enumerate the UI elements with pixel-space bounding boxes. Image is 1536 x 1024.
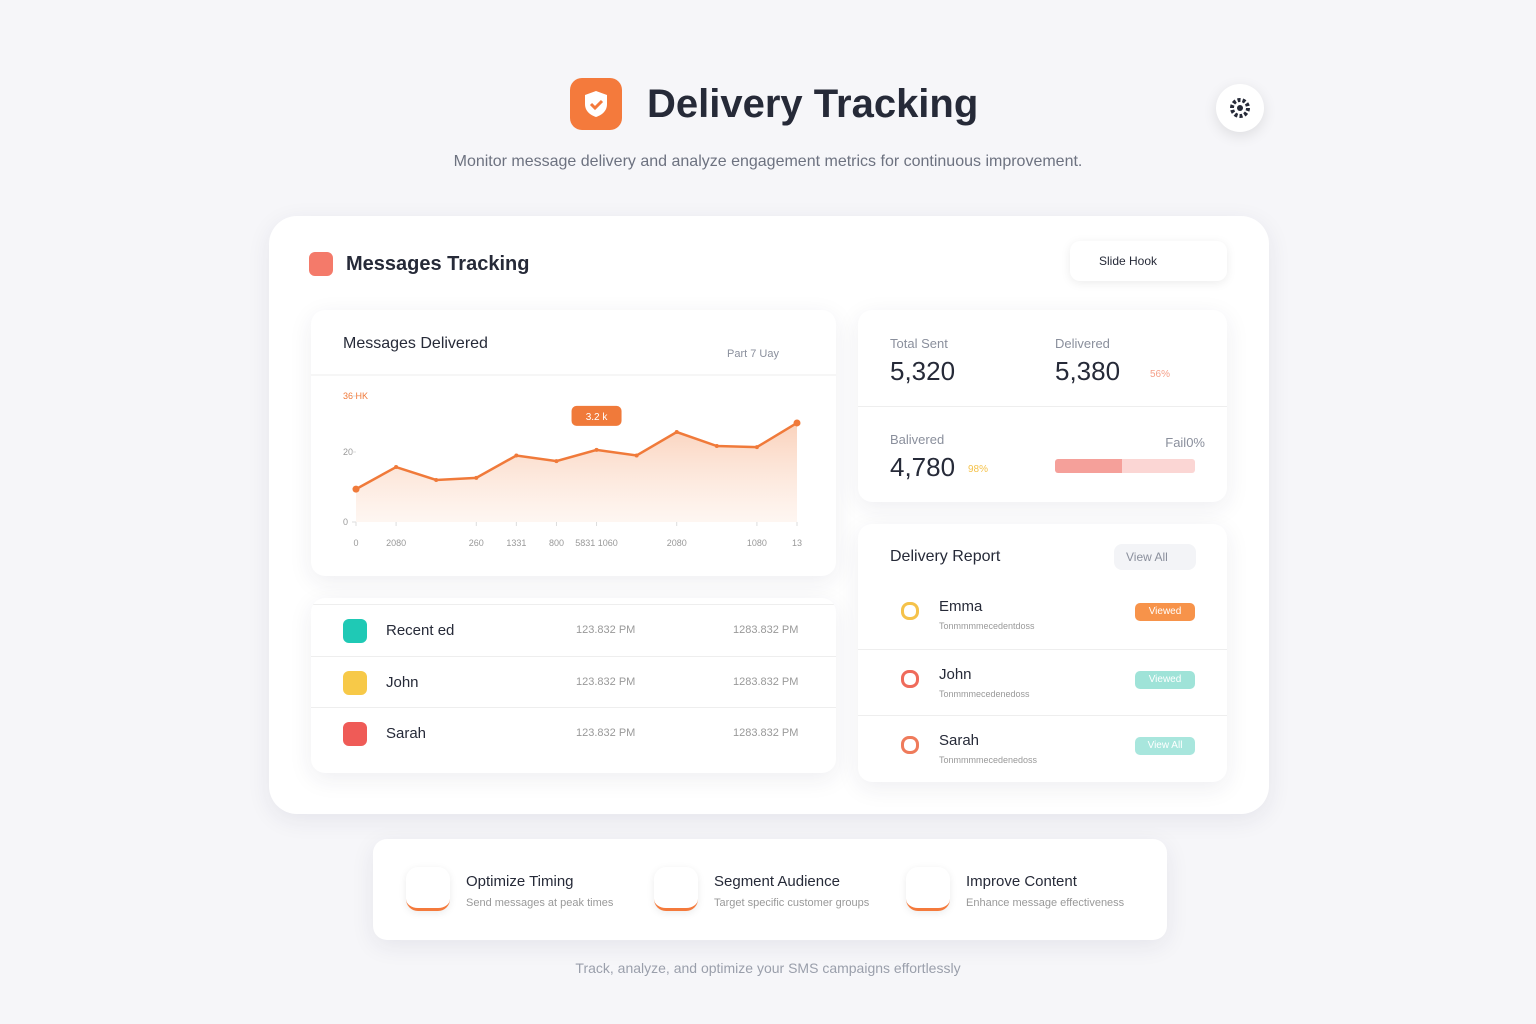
point bbox=[674, 430, 679, 435]
row-time: 123.832 PM bbox=[576, 675, 636, 688]
status-pill: Viewed bbox=[1135, 603, 1195, 621]
status-dot bbox=[901, 669, 919, 688]
point bbox=[514, 453, 519, 458]
area bbox=[356, 422, 797, 522]
point bbox=[554, 459, 559, 464]
report-name: John bbox=[939, 665, 972, 683]
tip-text: Enhance message effectiveness bbox=[966, 897, 1125, 909]
stat-note: 98% bbox=[968, 464, 989, 475]
y-tick-label: 20 bbox=[343, 447, 353, 457]
chart-card: Messages Delivered Part 7 Uay 0 20 36 HK 0 2… bbox=[311, 310, 836, 576]
report-sub: Tonmmmecedenedoss bbox=[939, 688, 1030, 699]
point bbox=[793, 419, 801, 427]
y-tick-label: 0 bbox=[343, 517, 348, 527]
x-tick-label: 0 bbox=[353, 538, 358, 548]
tip-title: Optimize Timing bbox=[466, 873, 574, 890]
progress-bar bbox=[1055, 459, 1195, 473]
point bbox=[634, 453, 639, 458]
x-tick-label: 1331 bbox=[506, 538, 526, 548]
tips-card: Optimize Timing Send messages at peak tim… bbox=[373, 839, 1167, 940]
stat-label: Total Sent bbox=[890, 336, 948, 351]
annotation: 3.2 k bbox=[586, 412, 609, 423]
subtitle: Monitor message delivery and analyze eng… bbox=[453, 153, 1083, 170]
report-row: Sarah Tonmmmmecedenedoss View All bbox=[858, 715, 1227, 782]
period-select[interactable]: Part 7 Uay bbox=[727, 348, 779, 360]
status-pill: View All bbox=[1135, 737, 1195, 755]
recent-card: Recent ed 123.832 PM 1283.832 PM John 123.83… bbox=[311, 598, 836, 773]
point bbox=[714, 444, 719, 449]
row-icon bbox=[343, 619, 367, 643]
report-card: Delivery Report View All Emma Tonmmmmeced… bbox=[858, 524, 1227, 782]
report-row: John Tonmmmecedenedoss Viewed bbox=[858, 648, 1227, 716]
divider bbox=[858, 406, 1227, 407]
stat-label: Fail0% bbox=[1165, 435, 1205, 450]
status-pill: Viewed bbox=[1135, 670, 1195, 689]
tip-icon bbox=[406, 867, 450, 911]
stat-value: 4,780 bbox=[890, 452, 956, 482]
x-tick-label: 5831 1060 bbox=[575, 538, 618, 548]
status-dot bbox=[901, 602, 919, 620]
report-row: Emma Tonmmmmecedentdoss Viewed bbox=[858, 582, 1227, 648]
row-icon bbox=[343, 670, 367, 695]
settings-button[interactable] bbox=[1216, 84, 1264, 132]
x-tick-label: 2080 bbox=[667, 538, 687, 548]
point bbox=[352, 485, 360, 493]
annotation-box bbox=[571, 405, 622, 426]
stat-label: Balivered bbox=[890, 432, 945, 447]
recent-row: Recent ed 123.832 PM 1283.832 PM bbox=[311, 604, 836, 656]
point bbox=[434, 478, 439, 482]
tip-title: Segment Audience bbox=[714, 873, 840, 890]
report-sub: Tonmmmmecedenedoss bbox=[939, 755, 1038, 765]
row-name: John bbox=[386, 673, 419, 691]
panel-icon bbox=[309, 252, 333, 276]
report-title: Delivery Report bbox=[890, 548, 1001, 565]
point bbox=[754, 445, 759, 450]
row-time: 123.832 PM bbox=[576, 727, 636, 739]
tip-text: Target specific customer groups bbox=[714, 897, 870, 909]
x-tick-label: 1080 bbox=[747, 538, 767, 548]
row-time: 1283.832 PM bbox=[733, 727, 799, 739]
row-icon bbox=[343, 722, 367, 746]
x-tick-label: 800 bbox=[549, 538, 564, 548]
footer: Track, analyze, and optimize your SMS ca… bbox=[575, 960, 961, 976]
slide-hook-button[interactable]: Slide Hook bbox=[1070, 241, 1227, 281]
stat-value: 5,320 bbox=[890, 356, 956, 386]
x-tick-label: 260 bbox=[469, 538, 484, 548]
stat-label: Delivered bbox=[1055, 336, 1110, 351]
report-name: Emma bbox=[939, 598, 983, 615]
stats-card: Total Sent 5,320 Delivered 5,380 56% Bal… bbox=[858, 310, 1227, 502]
row-time: 123.832 PM bbox=[576, 624, 636, 636]
report-sub: Tonmmmmecedentdoss bbox=[939, 621, 1035, 631]
recent-row: Sarah 123.832 PM 1283.832 PM bbox=[311, 707, 836, 759]
x-tick-label: 2080 bbox=[386, 538, 406, 548]
row-time: 1283.832 PM bbox=[733, 624, 799, 636]
point bbox=[474, 475, 479, 480]
row-name: Sarah bbox=[386, 725, 427, 742]
stat-value: 5,380 bbox=[1055, 356, 1121, 386]
logo bbox=[570, 78, 622, 130]
tip-title: Improve Content bbox=[966, 873, 1077, 890]
view-all-button[interactable]: View All bbox=[1114, 544, 1196, 570]
panel-title[interactable]: Messages Tracking bbox=[346, 253, 530, 275]
recent-row: John 123.832 PM 1283.832 PM bbox=[311, 655, 836, 708]
stat-note: 56% bbox=[1150, 369, 1171, 380]
tip-icon bbox=[906, 867, 950, 911]
row-name: Recent ed bbox=[386, 622, 455, 639]
row-time: 1283.832 PM bbox=[733, 675, 799, 688]
point bbox=[594, 447, 599, 452]
report-name: Sarah bbox=[939, 732, 980, 749]
point bbox=[394, 465, 399, 470]
tip-text: Send messages at peak times bbox=[466, 897, 614, 909]
status-dot bbox=[901, 736, 919, 754]
tip-icon bbox=[654, 867, 698, 911]
x-tick-label: 13 bbox=[792, 538, 802, 548]
title: Delivery Tracking bbox=[647, 82, 979, 126]
chart-title: Messages Delivered bbox=[343, 335, 488, 352]
line bbox=[355, 421, 798, 491]
